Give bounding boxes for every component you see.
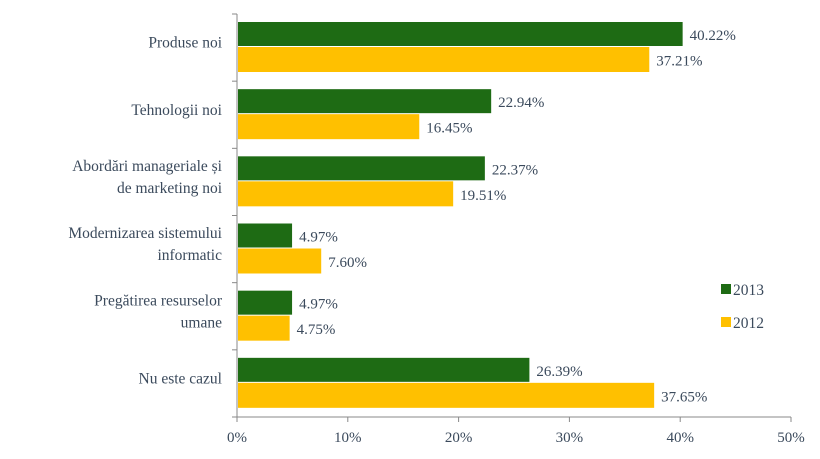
category-label: de marketing noi bbox=[117, 180, 223, 197]
category-label: Tehnologii noi bbox=[131, 102, 222, 119]
bar-2013 bbox=[238, 357, 530, 382]
x-tick-label: 20% bbox=[445, 430, 473, 446]
data-label: 19.51% bbox=[460, 188, 506, 204]
legend-swatch-2013 bbox=[721, 284, 731, 294]
bar-2012 bbox=[238, 114, 420, 140]
bar-2012 bbox=[238, 382, 655, 408]
bar-2013 bbox=[238, 223, 293, 248]
bar-2013 bbox=[238, 290, 293, 315]
category-label: Pregătirea resurselor bbox=[94, 292, 223, 309]
legend-label: 2013 bbox=[733, 282, 764, 299]
legend-label: 2012 bbox=[733, 315, 764, 332]
category-label: Abordări manageriale și bbox=[72, 158, 222, 175]
data-label: 4.75% bbox=[297, 322, 336, 338]
x-tick-label: 10% bbox=[334, 430, 362, 446]
x-tick-label: 30% bbox=[556, 430, 584, 446]
data-label: 22.37% bbox=[492, 162, 538, 178]
bar-2013 bbox=[238, 89, 492, 114]
bar-2013 bbox=[238, 156, 485, 181]
data-label: 37.21% bbox=[656, 54, 702, 70]
data-label: 40.22% bbox=[690, 28, 736, 44]
data-label: 4.97% bbox=[299, 230, 338, 246]
data-label: 37.65% bbox=[661, 389, 707, 405]
data-label: 4.97% bbox=[299, 297, 338, 313]
category-label: Produse noi bbox=[148, 35, 222, 52]
x-tick-label: 40% bbox=[666, 430, 694, 446]
x-tick-label: 0% bbox=[227, 430, 247, 446]
data-label: 16.45% bbox=[426, 121, 472, 137]
bar-2012 bbox=[238, 47, 650, 72]
bar-2012 bbox=[238, 181, 454, 207]
bar-2013 bbox=[238, 22, 683, 46]
data-label: 26.39% bbox=[536, 364, 582, 380]
legend-swatch-2012 bbox=[721, 317, 731, 327]
data-label: 7.60% bbox=[328, 255, 367, 271]
data-label: 22.94% bbox=[498, 95, 544, 111]
x-tick-label: 50% bbox=[777, 430, 805, 446]
category-label: Nu este cazul bbox=[139, 370, 223, 387]
bar-2012 bbox=[238, 248, 322, 274]
bar-2012 bbox=[238, 315, 290, 341]
category-label: informatic bbox=[157, 247, 222, 264]
category-label: umane bbox=[181, 314, 222, 331]
category-label: Modernizarea sistemului bbox=[68, 225, 222, 242]
